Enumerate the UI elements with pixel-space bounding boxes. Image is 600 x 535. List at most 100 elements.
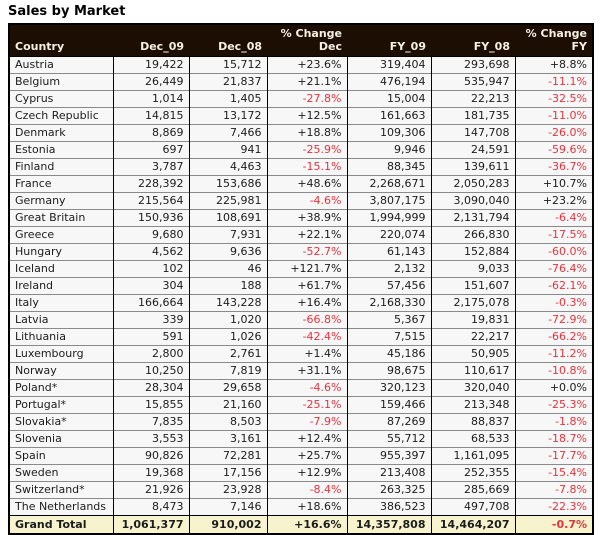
cell-country: Luxembourg [9, 345, 113, 363]
cell-chgfy: -36.7% [514, 158, 593, 176]
cell-dec09: 102 [112, 260, 189, 278]
cell-country: Belgium [9, 73, 113, 91]
cell-fy09: 386,523 [346, 498, 431, 516]
cell-fy08: 147,708 [430, 124, 515, 142]
cell-chgfy: -22.3% [514, 498, 593, 516]
cell-fy08: 22,217 [430, 328, 515, 346]
cell-chgfy: -17.5% [514, 226, 593, 244]
cell-fy09: 3,807,175 [346, 192, 431, 210]
cell-dec08: 7,931 [188, 226, 267, 244]
grand-total-row: Grand Total 1,061,377 910,002 +16.6% 14,357,… [9, 515, 593, 534]
cell-dec08: 17,156 [188, 464, 267, 482]
cell-fy08: 213,348 [430, 396, 515, 414]
table-row: Latvia 339 1,020 -66.8% 5,367 19,831 -72.9% [9, 311, 593, 329]
cell-dec08: 1,020 [188, 311, 267, 329]
cell-chgdec: -25.1% [266, 396, 347, 414]
table-row: Estonia 697 941 -25.9% 9,946 24,591 -59.6% [9, 141, 593, 159]
cell-dec08: 7,819 [188, 362, 267, 380]
cell-country: Czech Republic [9, 107, 113, 125]
cell-country: Great Britain [9, 209, 113, 227]
cell-fy09: 213,408 [346, 464, 431, 482]
cell-chgfy: +0.0% [514, 379, 593, 397]
cell-country: France [9, 175, 113, 193]
table-row: Spain 90,826 72,281 +25.7% 955,397 1,161,095-… [9, 447, 593, 465]
cell-chgdec: +25.7% [266, 447, 347, 465]
table-row: Norway 10,250 7,819 +31.1% 98,675 110,617 -10.… [9, 362, 593, 380]
cell-chgdec: -42.4% [266, 328, 347, 346]
cell-fy08: 535,947 [430, 73, 515, 91]
cell-dec09: 150,936 [112, 209, 189, 227]
table-row: Ireland 304 188 +61.7% 57,456 151,607 -62.1% [9, 277, 593, 295]
table-row: Sweden 19,368 17,156 +12.9% 213,408 252,355 -1… [9, 464, 593, 482]
cell-fy09: 109,306 [346, 124, 431, 142]
cell-chgfy: -11.1% [514, 73, 593, 91]
page-title: Sales by Market [8, 4, 126, 19]
table-row: Germany 215,564 225,981 -4.6% 3,807,175 3,090… [9, 192, 593, 210]
cell-dec08: 1,026 [188, 328, 267, 346]
cell-chgfy: -17.7% [514, 447, 593, 465]
cell-fy08: 266,830 [430, 226, 515, 244]
cell-dec09: 19,422 [112, 56, 189, 74]
cell-dec09: 339 [112, 311, 189, 329]
cell-dec08: 21,160 [188, 396, 267, 414]
cell-chgdec: +23.6% [266, 56, 347, 74]
cell-chgfy: -26.0% [514, 124, 593, 142]
cell-chgdec: +31.1% [266, 362, 347, 380]
cell-fy08: 293,698 [430, 56, 515, 74]
cell-chgdec: +22.1% [266, 226, 347, 244]
cell-dec09: 8,869 [112, 124, 189, 142]
cell-chgdec: +121.7% [266, 260, 347, 278]
cell-fy08: 68,533 [430, 430, 515, 448]
cell-fy09: 7,515 [346, 328, 431, 346]
cell-chgfy: -15.4% [514, 464, 593, 482]
cell-dec09: 8,473 [112, 498, 189, 516]
cell-fy08: 14,464,207 [430, 515, 515, 534]
table-row: Great Britain 150,936 108,691 +38.9% 1,994,9… [9, 209, 593, 227]
table-row: Cyprus 1,014 1,405 -27.8% 15,004 22,213 -32.5% [9, 90, 593, 108]
cell-dec09: 3,553 [112, 430, 189, 448]
cell-fy09: 61,143 [346, 243, 431, 261]
cell-chgdec: -66.8% [266, 311, 347, 329]
cell-dec09: 26,449 [112, 73, 189, 91]
column-header-dec09: Dec_09 [113, 24, 189, 57]
cell-country: Greece [9, 226, 113, 244]
cell-fy08: 50,905 [430, 345, 515, 363]
table-row: Czech Republic 14,815 13,172 +12.5% 161,663 1… [9, 107, 593, 125]
cell-chgfy: -11.2% [514, 345, 593, 363]
table-row: Switzerland* 21,926 23,928 -8.4% 263,325 285,… [9, 481, 593, 499]
cell-fy08: 2,175,078 [430, 294, 515, 312]
table-row: Lithuania 591 1,026 -42.4% 7,515 22,217 -66.2% [9, 328, 593, 346]
column-header-dec08: Dec_08 [189, 24, 267, 57]
cell-chgfy: -60.0% [514, 243, 593, 261]
cell-fy09: 14,357,808 [346, 515, 431, 534]
cell-fy09: 15,004 [346, 90, 431, 108]
cell-chgfy: -72.9% [514, 311, 593, 329]
cell-country: Ireland [9, 277, 113, 295]
cell-dec09: 1,014 [112, 90, 189, 108]
cell-dec09: 1,061,377 [112, 515, 189, 534]
cell-dec08: 7,466 [188, 124, 267, 142]
cell-fy09: 320,123 [346, 379, 431, 397]
cell-dec09: 14,815 [112, 107, 189, 125]
cell-chgdec: +48.6% [266, 175, 347, 193]
cell-dec08: 9,636 [188, 243, 267, 261]
cell-chgfy: -59.6% [514, 141, 593, 159]
cell-chgfy: -10.8% [514, 362, 593, 380]
cell-fy08: 3,090,040 [430, 192, 515, 210]
cell-chgdec: +18.8% [266, 124, 347, 142]
cell-fy08: 9,033 [430, 260, 515, 278]
cell-fy09: 2,268,671 [346, 175, 431, 193]
cell-dec09: 591 [112, 328, 189, 346]
cell-dec08: 2,761 [188, 345, 267, 363]
column-header-chgdec: % Change Dec [267, 24, 347, 57]
cell-dec08: 3,161 [188, 430, 267, 448]
cell-fy09: 87,269 [346, 413, 431, 431]
cell-dec08: 4,463 [188, 158, 267, 176]
cell-chgfy: -32.5% [514, 90, 593, 108]
cell-country: Estonia [9, 141, 113, 159]
cell-dec08: 225,981 [188, 192, 267, 210]
cell-chgdec: +12.9% [266, 464, 347, 482]
cell-dec09: 4,562 [112, 243, 189, 261]
cell-dec09: 228,392 [112, 175, 189, 193]
table-row: Greece 9,680 7,931 +22.1% 220,074 266,830 -17.… [9, 226, 593, 244]
